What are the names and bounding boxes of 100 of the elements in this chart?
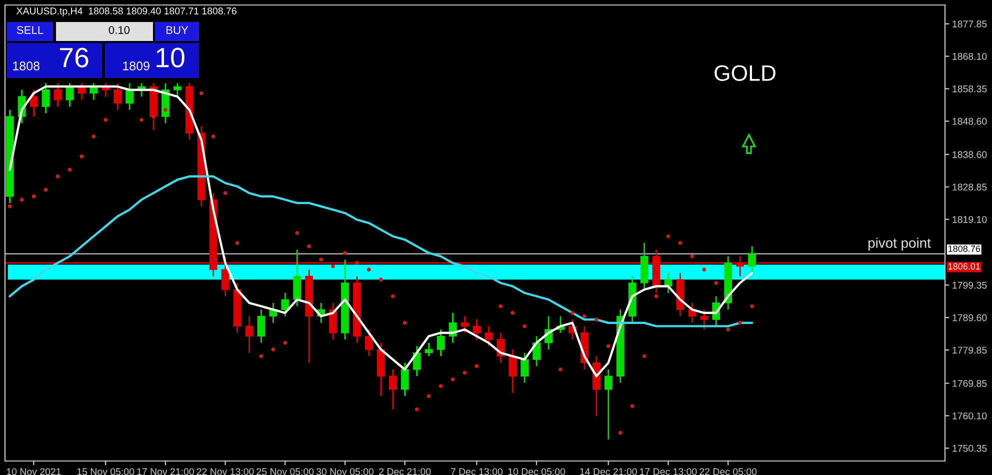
point — [307, 244, 312, 248]
point — [702, 268, 706, 272]
point — [642, 354, 646, 358]
candlestick — [400, 362, 409, 397]
point — [366, 268, 371, 272]
x-tick-label: 10 Dec 05:00 — [508, 468, 566, 475]
point — [462, 370, 467, 375]
point — [498, 304, 503, 308]
candlestick — [30, 89, 38, 118]
y-tick-label: 1799.35 — [952, 282, 987, 289]
point — [295, 231, 300, 235]
point — [510, 310, 515, 315]
point — [151, 114, 156, 118]
point — [390, 294, 395, 298]
point — [92, 134, 96, 138]
candlestick — [520, 352, 529, 384]
point — [331, 264, 335, 268]
y-tick-label: 1760.10 — [952, 412, 987, 420]
point — [666, 234, 670, 238]
x-tick-label: 17 Nov 21:00 — [137, 468, 194, 475]
candlestick — [66, 82, 74, 108]
candlestick — [126, 82, 134, 111]
point — [163, 108, 168, 112]
chart-title: XAUUSD.tp,H4 1808.58 1809.40 1807.71 1808.76 — [16, 8, 236, 16]
point — [426, 394, 431, 398]
ref-line-label: 1808.76 — [948, 246, 980, 252]
point — [140, 118, 144, 122]
point — [283, 340, 288, 345]
band-label: pivot point — [868, 238, 931, 251]
x-tick-label: 7 Dec 13:00 — [450, 468, 503, 475]
candlestick — [604, 368, 612, 440]
annotation: 1808 — [13, 62, 40, 70]
candlestick — [388, 368, 397, 410]
x-tick-label: 17 Dec 13:00 — [640, 468, 697, 475]
candlestick — [42, 82, 50, 114]
y-tick-label: 1828.85 — [952, 184, 987, 191]
point — [80, 154, 84, 158]
point — [44, 188, 48, 192]
point — [271, 348, 276, 352]
point — [354, 260, 359, 265]
point — [402, 320, 407, 325]
candlestick — [748, 246, 756, 274]
candlestick — [532, 335, 540, 367]
y-tick-label: 1858.35 — [952, 85, 987, 92]
point — [582, 314, 586, 318]
point — [678, 241, 682, 245]
y-tick-label: 1789.60 — [952, 314, 987, 322]
point — [570, 310, 574, 315]
y-tick-label: 1877.85 — [952, 20, 987, 28]
candlestick — [412, 345, 421, 377]
point — [199, 91, 204, 96]
x-tick-label: 2 Dec 21:00 — [379, 468, 431, 475]
candlestick — [173, 82, 182, 98]
candlestick — [54, 82, 62, 108]
point — [726, 328, 730, 332]
candlestick — [221, 256, 230, 297]
point — [20, 198, 24, 202]
point — [223, 191, 228, 196]
candlestick — [484, 326, 493, 347]
annotation: SELL — [16, 26, 44, 34]
point — [522, 324, 527, 328]
y-tick-label: 1848.60 — [952, 118, 987, 125]
annotation: BUY — [166, 26, 188, 34]
point — [438, 384, 443, 388]
y-tick-label: 1750.35 — [952, 444, 987, 452]
point — [558, 368, 562, 372]
point — [211, 134, 216, 138]
y-tick-label: 1779.85 — [952, 346, 987, 354]
candlestick — [436, 328, 445, 357]
candlestick — [424, 342, 433, 357]
x-tick-label: 14 Dec 21:00 — [580, 468, 637, 475]
point — [690, 254, 694, 258]
point — [343, 251, 347, 255]
point — [630, 404, 634, 408]
point — [104, 118, 108, 122]
point — [8, 204, 12, 208]
candlestick — [472, 318, 481, 340]
y-tick-label: 1819.10 — [952, 216, 987, 223]
point — [750, 304, 754, 308]
point — [618, 430, 622, 435]
annotation: 76 — [60, 48, 88, 68]
point — [378, 278, 383, 282]
candlestick — [364, 328, 373, 357]
y-tick-label: 1769.85 — [952, 380, 987, 387]
point — [654, 294, 658, 298]
x-tick-label: 25 Nov 05:00 — [256, 468, 314, 475]
point — [474, 364, 479, 368]
annotation: 10 — [156, 48, 184, 68]
x-tick-label: 15 Nov 05:00 — [77, 468, 134, 475]
point — [56, 174, 60, 178]
point — [68, 168, 72, 172]
annotation: 0.10 — [108, 26, 130, 34]
candlestick — [281, 292, 290, 317]
point — [32, 194, 36, 198]
candlestick — [257, 308, 266, 344]
y-tick-label: 1838.60 — [952, 151, 987, 158]
line-series — [8, 175, 754, 328]
annotation: 1809 — [123, 62, 150, 70]
point — [259, 354, 264, 358]
candlestick — [508, 348, 517, 394]
